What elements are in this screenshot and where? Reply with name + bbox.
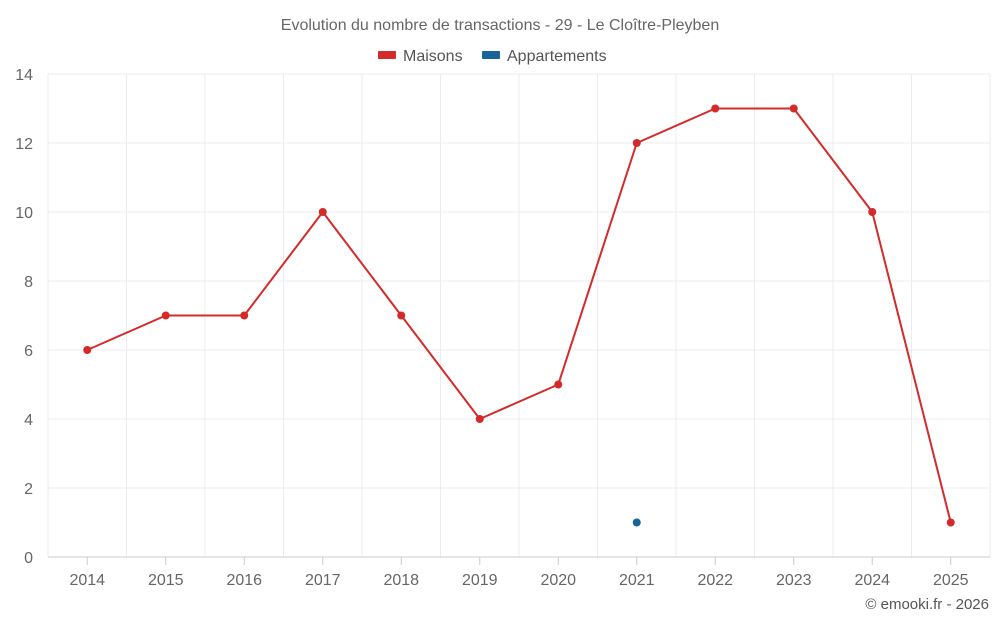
data-point-maisons[interactable] <box>83 346 92 354</box>
x-tick-label: 2018 <box>383 572 419 589</box>
series-line-maisons <box>86 107 952 523</box>
x-tick-label: 2022 <box>697 572 733 589</box>
axes: 0 2 4 6 8 10 12 14 2014 2015 2016 2017 2018 2019 2020 2… <box>15 67 990 589</box>
x-tick-label: 2020 <box>540 572 576 589</box>
legend-label-maisons: Maisons <box>403 48 463 65</box>
data-point-maisons[interactable] <box>868 208 877 216</box>
data-point-maisons[interactable] <box>318 208 327 216</box>
series <box>83 104 955 527</box>
x-tick-label: 2017 <box>305 572 341 589</box>
x-tick-label: 2015 <box>148 572 184 589</box>
y-tick-label: 8 <box>24 274 33 291</box>
legend-item-appartements[interactable]: Appartements <box>482 48 607 65</box>
x-tick-label: 2021 <box>619 572 655 589</box>
x-tick-label: 2023 <box>776 572 812 589</box>
x-tick-label: 2019 <box>462 572 498 589</box>
y-tick-label: 4 <box>24 412 33 429</box>
y-tick-label: 0 <box>24 550 33 567</box>
y-tick-label: 10 <box>15 205 33 222</box>
y-tick-label: 2 <box>24 481 33 498</box>
legend-swatch-appartements <box>482 51 500 59</box>
grid <box>47 73 991 557</box>
y-tick-label: 12 <box>15 136 33 153</box>
data-point-maisons[interactable] <box>711 104 720 113</box>
data-point-maisons[interactable] <box>240 311 249 320</box>
data-point-maisons[interactable] <box>554 380 563 389</box>
legend-swatch-maisons <box>378 51 396 59</box>
x-tick-label: 2014 <box>69 572 105 589</box>
x-tick-label: 2025 <box>933 572 969 589</box>
data-point-maisons[interactable] <box>161 311 170 320</box>
data-point-maisons[interactable] <box>475 415 484 423</box>
credit-text: © emooki.fr - 2026 <box>865 596 989 613</box>
x-tick-label: 2024 <box>854 572 890 589</box>
legend: Maisons Appartements <box>378 48 607 65</box>
data-point-appartements[interactable] <box>632 518 641 527</box>
y-tick-label: 14 <box>15 67 33 84</box>
data-point-maisons[interactable] <box>632 139 641 147</box>
series-appartements <box>632 518 641 527</box>
data-point-maisons[interactable] <box>397 311 406 320</box>
legend-item-maisons[interactable]: Maisons <box>378 48 463 65</box>
chart-title: Evolution du nombre de transactions - 29… <box>281 17 719 34</box>
legend-label-appartements: Appartements <box>507 48 607 65</box>
y-tick-label: 6 <box>24 343 33 360</box>
data-point-maisons[interactable] <box>789 104 798 113</box>
series-maisons <box>83 104 955 527</box>
x-tick-label: 2016 <box>226 572 262 589</box>
data-point-maisons[interactable] <box>946 518 955 527</box>
